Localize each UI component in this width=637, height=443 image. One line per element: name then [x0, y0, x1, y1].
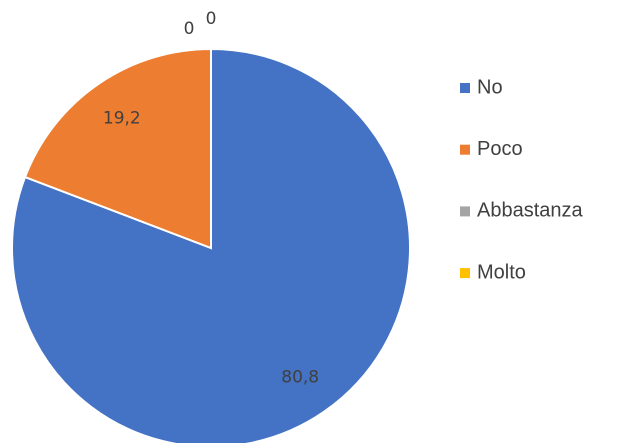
- legend-swatch: [460, 83, 470, 93]
- legend-swatch: [460, 144, 470, 155]
- legend-swatch: [460, 206, 470, 217]
- data-label: 0: [184, 19, 195, 39]
- data-label: 0: [206, 9, 217, 29]
- pie-slice: [11, 47, 411, 443]
- legend-label: Poco: [477, 138, 523, 160]
- legend-swatch: [460, 268, 470, 279]
- pie-slice: [23, 47, 212, 250]
- data-label: 19,2: [103, 109, 141, 129]
- legend-label: Molto: [477, 261, 526, 283]
- data-label: 80,8: [281, 367, 319, 387]
- legend-label: Abbastanza: [477, 200, 584, 222]
- legend-label: No: [477, 76, 503, 98]
